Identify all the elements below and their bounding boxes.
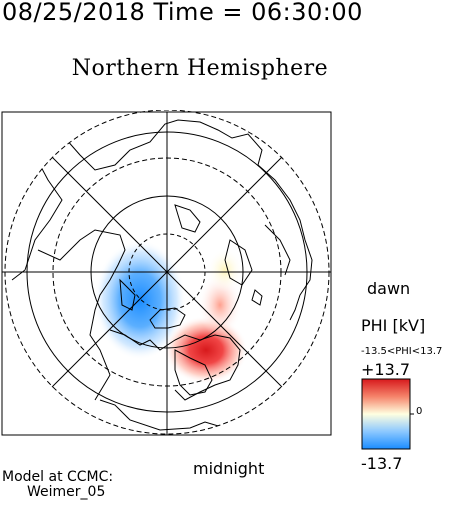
time-label: Time = xyxy=(153,0,243,26)
colorbar xyxy=(361,378,414,450)
map-grid xyxy=(1,110,332,436)
colorbar-gradient xyxy=(361,378,411,450)
negative-cell xyxy=(94,240,186,360)
colorbar-max-label: +13.7 xyxy=(361,360,411,379)
colorbar-title: PHI [kV] xyxy=(361,316,426,335)
dawn-label: dawn xyxy=(367,279,411,298)
positive-cell-edge xyxy=(207,248,243,292)
time-text: 06:30:00 xyxy=(251,0,363,26)
model-name: Weimer_05 xyxy=(27,484,106,500)
colorbar-min-label: -13.7 xyxy=(361,454,403,473)
polar-map xyxy=(1,110,332,436)
colorbar-range: -13.5<PHI<13.7 xyxy=(361,346,443,357)
model-label: Model at CCMC: xyxy=(2,469,114,485)
date-text: 08/25/2018 xyxy=(2,0,146,26)
colorbar-zero-label: 0 xyxy=(416,406,423,417)
meridian-diagonal-2 xyxy=(51,156,283,388)
timestamp-header: 08/25/2018 Time = 06:30:00 xyxy=(2,0,363,26)
map-title: Northern Hemisphere xyxy=(71,56,329,81)
midnight-label: midnight xyxy=(193,459,265,478)
potential-pattern xyxy=(94,240,248,384)
